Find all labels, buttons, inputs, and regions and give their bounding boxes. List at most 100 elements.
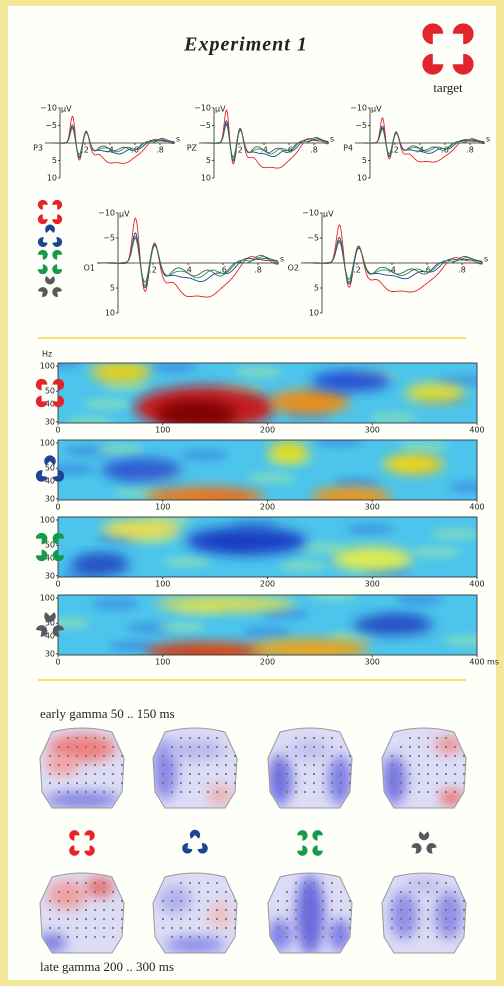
y-tick-label: −5 — [45, 121, 57, 130]
electrode — [390, 772, 394, 776]
electrode — [348, 917, 352, 921]
electrode — [444, 790, 448, 794]
inducer — [44, 612, 56, 622]
electrode — [435, 926, 439, 930]
tf-texture — [297, 542, 345, 554]
tf-texture — [369, 412, 417, 423]
electrode — [188, 754, 192, 758]
electrode — [444, 763, 448, 767]
electrode — [57, 790, 61, 794]
inducer — [35, 378, 48, 391]
electrode — [276, 926, 280, 930]
electrode — [161, 926, 165, 930]
electrode — [170, 763, 174, 767]
electrode — [197, 772, 201, 776]
electrode — [179, 935, 183, 939]
inducer — [189, 829, 201, 839]
tf-blob — [69, 555, 130, 575]
topo-blob — [328, 755, 352, 805]
electrode — [197, 899, 201, 903]
electrode — [84, 899, 88, 903]
electrode — [179, 917, 183, 921]
electrode — [408, 772, 412, 776]
tf-blob — [90, 363, 151, 382]
erp-wave — [301, 239, 483, 280]
electrode — [57, 754, 61, 758]
electrode — [348, 754, 352, 758]
y-tick-label: 100 — [40, 516, 55, 525]
electrode — [408, 736, 412, 740]
topo-blob — [390, 891, 418, 939]
tf-texture — [333, 477, 381, 489]
electrode — [303, 772, 307, 776]
electrode — [462, 754, 466, 758]
electrode — [66, 736, 70, 740]
x-tick-label: .4 — [416, 146, 424, 155]
electrode — [321, 772, 325, 776]
electrode — [215, 917, 219, 921]
electrode — [399, 899, 403, 903]
inducer — [52, 395, 65, 408]
electrode — [303, 881, 307, 885]
electrode — [444, 772, 448, 776]
electrode — [93, 881, 97, 885]
electrode — [417, 917, 421, 921]
electrode — [233, 754, 237, 758]
electrode — [170, 790, 174, 794]
tf-map — [58, 595, 477, 655]
electrode — [197, 781, 201, 785]
tf-texture — [58, 363, 82, 369]
inducer — [44, 455, 56, 466]
y-tick-label: 40 — [45, 631, 55, 640]
electrode — [111, 745, 115, 749]
inducer — [37, 237, 48, 247]
erp-wave — [45, 126, 175, 155]
electrode — [197, 763, 201, 767]
inducer — [52, 214, 63, 225]
tf-texture — [91, 598, 139, 610]
electrode — [84, 790, 88, 794]
electrode — [84, 917, 88, 921]
x-unit: ms — [487, 658, 499, 667]
tf-map — [58, 363, 477, 423]
electrode — [408, 754, 412, 758]
electrode — [111, 790, 115, 794]
electrode — [75, 890, 79, 894]
inducer — [45, 224, 55, 233]
electrode — [408, 881, 412, 885]
y-unit: µV — [323, 210, 334, 219]
electrode — [66, 763, 70, 767]
electrode — [330, 926, 334, 930]
tf-blob — [311, 371, 392, 391]
electrode — [206, 926, 210, 930]
inducer — [45, 275, 55, 285]
tf-texture — [109, 640, 157, 652]
tf-blob — [405, 383, 466, 403]
electrode — [348, 899, 352, 903]
electrode — [188, 763, 192, 767]
electrode — [312, 890, 316, 894]
electrode — [426, 890, 430, 894]
x-tick-label: 400 — [469, 426, 484, 435]
electrode — [224, 926, 228, 930]
tf-blob — [155, 596, 296, 612]
x-tick-label: .8 — [466, 146, 474, 155]
topo-blob — [290, 740, 330, 760]
electrode — [206, 917, 210, 921]
erp-wave — [97, 235, 279, 283]
electrode — [66, 772, 70, 776]
electrode — [224, 772, 228, 776]
electrode — [417, 790, 421, 794]
electrode — [197, 736, 201, 740]
head-outline — [39, 727, 125, 809]
electrode — [408, 790, 412, 794]
electrode — [339, 745, 343, 749]
electrode — [120, 926, 124, 930]
electrode — [453, 890, 457, 894]
x-tick-label: .8 — [310, 146, 318, 155]
tf-texture — [431, 528, 477, 540]
tf-blob — [144, 642, 265, 655]
topo-blob — [268, 755, 292, 805]
tf-texture — [400, 440, 448, 452]
